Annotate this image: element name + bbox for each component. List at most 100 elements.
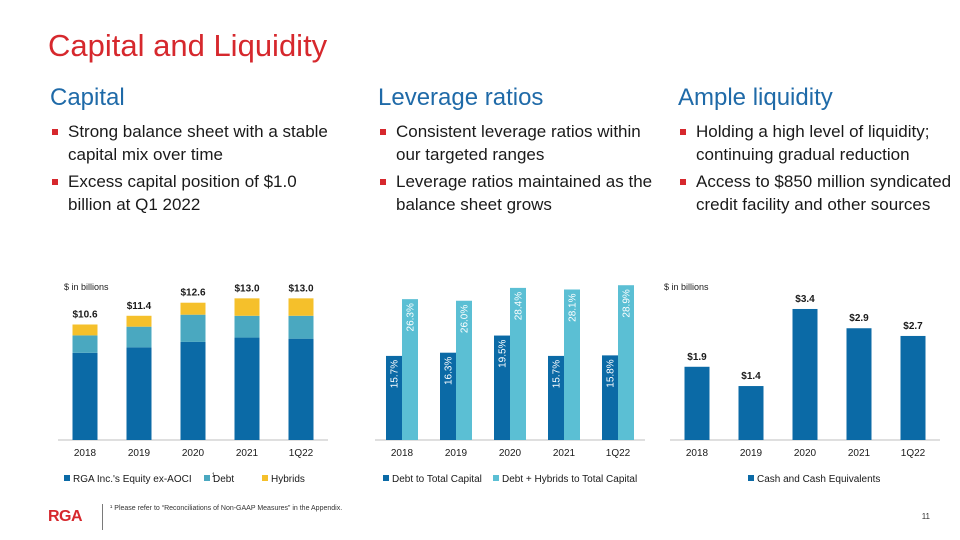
x-tick-label: 2021 [553,448,576,459]
total-label: $13.0 [234,283,259,294]
bar [494,335,510,440]
x-tick-label: 2018 [391,448,414,459]
bar-segment [180,341,206,440]
bar-segment [180,314,206,342]
total-label: $13.0 [288,283,313,294]
x-tick-label: 2018 [686,448,709,459]
bar-segment [288,338,314,440]
legend-label: Debt [213,474,234,485]
unit-label: $ in billions [664,282,709,292]
capital-heading: Capital [50,84,125,111]
data-label: 26.0% [460,305,471,333]
bar [456,300,472,440]
legend-swatch [262,475,268,481]
x-tick-label: 2021 [848,448,871,459]
leverage-bullet: Leverage ratios maintained as the balanc… [378,170,668,216]
x-tick-label: 2019 [445,448,468,459]
capital-stacked-bar-chart: $ in billions 2018 2019 2020 2021 1Q22 $10.6 $1… [58,282,328,485]
footnote: ¹ Please refer to “Reconciliations of No… [110,505,343,512]
bar [684,366,710,440]
capital-bullet: Excess capital position of $1.0 billion … [50,170,340,216]
legend-swatch [748,475,754,481]
bar [602,355,618,440]
liquidity-column: Ample liquidity Holding a high level of … [678,84,960,220]
bar-segment [72,335,98,353]
leverage-grouped-bar-chart: 2018 2019 2020 2021 1Q22 15.7% 26.3% 16.3% 26.0%… [375,285,645,485]
leverage-heading: Leverage ratios [378,84,544,111]
data-label: $3.4 [795,294,815,305]
data-label: $2.7 [903,321,923,332]
bar [618,285,634,440]
bar [900,335,926,440]
page-number: 11 [921,512,930,521]
capital-column: Capital Strong balance sheet with a stab… [50,84,340,220]
bar-segment [234,337,260,440]
liquidity-bullet: Access to $850 million syndicated credit… [678,170,960,216]
total-label: $12.6 [180,288,205,299]
legend-label: Cash and Cash Equivalents [757,474,880,485]
data-label: 15.7% [552,360,563,388]
x-tick-label: 1Q22 [901,448,926,459]
bar-segment [72,352,98,440]
bar-segment [288,315,314,339]
bar-segment [126,326,152,348]
x-tick-label: 2020 [182,448,205,459]
x-tick-label: 2020 [499,448,522,459]
data-label: $1.4 [741,371,761,382]
data-label: 19.5% [498,339,509,367]
bar [792,308,818,440]
liquidity-heading: Ample liquidity [678,84,833,111]
data-label: 26.3% [406,303,417,331]
legend-label: Debt + Hybrids to Total Capital [502,474,637,485]
x-tick-label: 1Q22 [289,448,314,459]
bar [548,355,564,440]
legend-label: RGA Inc.'s Equity ex-AOCI [73,474,192,485]
bar [440,352,456,440]
rga-logo: RGA [48,508,83,525]
legend-footnote-marker: 1 [212,473,216,479]
liquidity-bullet: Holding a high level of liquidity; conti… [678,120,960,166]
bar [738,386,764,440]
bar [846,328,872,440]
bar-segment [234,298,260,316]
x-tick-label: 2021 [236,448,259,459]
legend-label: Debt to Total Capital [392,474,482,485]
x-tick-label: 2020 [794,448,817,459]
x-tick-label: 2018 [74,448,97,459]
leverage-bullet: Consistent leverage ratios within our ta… [378,120,668,166]
bar-segment [180,302,206,315]
legend-swatch [383,475,389,481]
legend-label: Hybrids [271,474,305,485]
x-tick-label: 1Q22 [606,448,631,459]
x-tick-label: 2019 [128,448,151,459]
capital-bullet: Strong balance sheet with a stable capit… [50,120,340,166]
bar-segment [126,347,152,440]
data-label: 28.1% [568,293,579,321]
data-label: 16.3% [444,357,455,385]
leverage-column: Leverage ratios Consistent leverage rati… [378,84,668,220]
x-tick-label: 2019 [740,448,763,459]
legend-swatch [204,475,210,481]
data-label: 28.4% [514,292,525,320]
page-title: Capital and Liquidity [48,28,328,63]
bar [564,289,580,440]
data-label: $1.9 [687,352,707,363]
total-label: $10.6 [72,309,97,320]
bar-segment [72,324,98,336]
bar-segment [288,298,314,316]
bar-segment [234,315,260,338]
legend-swatch [64,475,70,481]
data-label: $2.9 [849,313,869,324]
bar [510,287,526,440]
total-label: $11.4 [127,301,152,312]
bar [386,355,402,440]
bar-segment [126,315,152,327]
legend-swatch [493,475,499,481]
data-label: 15.7% [390,360,401,388]
unit-label: $ in billions [64,282,109,292]
liquidity-bar-chart: $ in billions 2018 2019 2020 2021 1Q22 $1.9 $1.… [664,282,940,485]
data-label: 28.9% [622,289,633,317]
bar [402,299,418,440]
data-label: 15.8% [606,359,617,387]
footer-divider [102,504,103,530]
